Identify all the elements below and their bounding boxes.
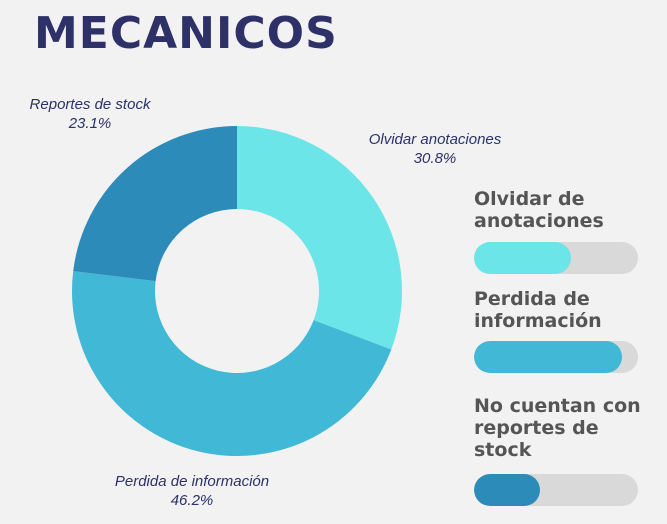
slice-olvidar-anotaciones[interactable] (237, 126, 402, 350)
legend-label-line: stock (474, 439, 532, 461)
slice-perdida-informacion[interactable] (72, 271, 392, 456)
legend-label-line: información (474, 310, 602, 332)
legend-label-line: reportes de (474, 417, 599, 439)
progress-track-perdida (474, 341, 638, 373)
legend-label-line: Perdida de (474, 288, 590, 310)
legend-label-reportes: No cuentan con reportes de stock (474, 395, 654, 461)
chart-title: MECANICOS (34, 8, 338, 59)
legend-label-line: No cuentan con (474, 395, 641, 417)
progress-track-reportes (474, 474, 638, 506)
slice-reportes-stock[interactable] (73, 126, 237, 282)
slice-label-reportes-name: Reportes de stock (29, 96, 151, 113)
slice-label-perdida-name: Perdida de información (114, 473, 270, 490)
slice-label-olvidar-name: Olvidar anotaciones (368, 131, 502, 148)
legend-label-perdida: Perdida de información (474, 288, 654, 332)
progress-fill-perdida (474, 341, 622, 373)
slice-label-perdida-value: 46.2% (170, 492, 214, 509)
slice-label-olvidar: Olvidar anotaciones 30.8% (340, 130, 530, 168)
legend-label-line: anotaciones (474, 210, 604, 232)
slice-label-reportes-value: 23.1% (68, 115, 112, 132)
progress-track-olvidar (474, 242, 638, 274)
slice-label-reportes: Reportes de stock 23.1% (10, 95, 170, 133)
slice-label-perdida: Perdida de información 46.2% (82, 472, 302, 510)
legend-item-olvidar: Olvidar de anotaciones (474, 188, 654, 274)
legend-item-reportes: No cuentan con reportes de stock (474, 395, 654, 506)
progress-fill-olvidar (474, 242, 571, 274)
progress-fill-reportes (474, 474, 540, 506)
legend-label-line: Olvidar de (474, 188, 585, 210)
legend-label-olvidar: Olvidar de anotaciones (474, 188, 654, 232)
slice-label-olvidar-value: 30.8% (413, 150, 457, 167)
legend-item-perdida: Perdida de información (474, 288, 654, 373)
